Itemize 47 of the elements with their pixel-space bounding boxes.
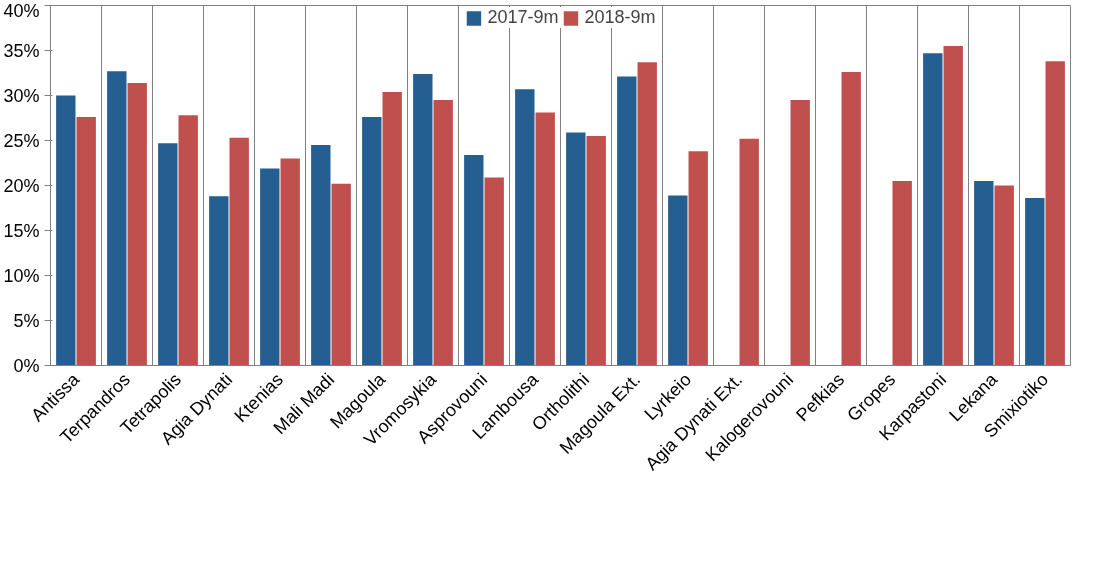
bar — [433, 100, 453, 366]
bar — [943, 46, 963, 366]
legend-label: 2018-9m — [584, 7, 656, 28]
y-tick-label: 40% — [3, 0, 40, 21]
bar — [158, 143, 178, 366]
bar — [790, 100, 810, 366]
bar — [484, 177, 504, 366]
bar — [229, 137, 249, 366]
y-tick-label: 5% — [13, 310, 40, 331]
y-tick-label: 25% — [3, 130, 40, 151]
y-tick-label: 15% — [3, 220, 40, 241]
y-tick-label: 0% — [13, 355, 40, 376]
bar — [974, 181, 994, 366]
bar — [535, 112, 555, 366]
y-tick-label: 30% — [3, 85, 40, 106]
bar — [413, 73, 433, 366]
bar — [637, 62, 657, 366]
bar — [688, 151, 708, 366]
legend-label: 2017-9m — [487, 7, 559, 28]
bar — [280, 158, 300, 366]
bar — [127, 82, 147, 366]
bar — [209, 196, 229, 366]
bar — [382, 91, 402, 366]
y-tick-label: 20% — [3, 175, 40, 196]
bar — [994, 185, 1014, 366]
bar — [464, 154, 484, 366]
y-tick-label: 10% — [3, 265, 40, 286]
bar — [178, 115, 198, 366]
bar — [923, 53, 943, 366]
bar — [892, 181, 912, 366]
bar — [76, 117, 96, 366]
bar — [841, 72, 861, 366]
bar — [739, 138, 759, 366]
bar — [668, 195, 688, 366]
bar — [586, 136, 606, 366]
bar — [107, 71, 127, 366]
bar — [56, 95, 76, 366]
bar — [260, 168, 280, 366]
bar — [362, 117, 382, 366]
bar — [515, 89, 535, 366]
y-tick-label: 35% — [3, 40, 40, 61]
bar — [1025, 198, 1045, 366]
bar — [311, 145, 331, 366]
bar — [566, 132, 586, 366]
bar — [1045, 61, 1065, 366]
bar — [617, 76, 637, 366]
bar — [331, 183, 351, 366]
